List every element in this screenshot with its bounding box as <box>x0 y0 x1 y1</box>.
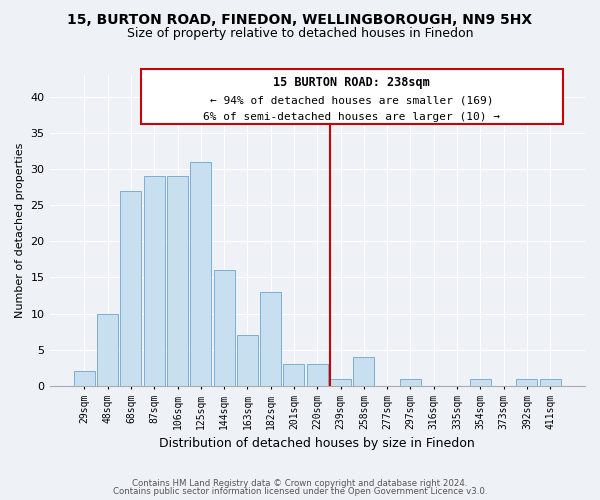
Bar <box>121 190 142 386</box>
Bar <box>283 364 304 386</box>
Bar <box>167 176 188 386</box>
Bar <box>539 378 560 386</box>
Text: Contains public sector information licensed under the Open Government Licence v3: Contains public sector information licen… <box>113 487 487 496</box>
X-axis label: Distribution of detached houses by size in Finedon: Distribution of detached houses by size … <box>160 437 475 450</box>
Text: ← 94% of detached houses are smaller (169): ← 94% of detached houses are smaller (16… <box>210 96 493 106</box>
Text: 15 BURTON ROAD: 238sqm: 15 BURTON ROAD: 238sqm <box>274 76 430 90</box>
Bar <box>260 292 281 386</box>
Bar <box>214 270 235 386</box>
Bar <box>97 314 118 386</box>
Bar <box>237 335 258 386</box>
Text: Contains HM Land Registry data © Crown copyright and database right 2024.: Contains HM Land Registry data © Crown c… <box>132 478 468 488</box>
Y-axis label: Number of detached properties: Number of detached properties <box>15 142 25 318</box>
Bar <box>517 378 538 386</box>
Bar <box>470 378 491 386</box>
Bar <box>330 378 351 386</box>
Text: 6% of semi-detached houses are larger (10) →: 6% of semi-detached houses are larger (1… <box>203 112 500 122</box>
Bar <box>190 162 211 386</box>
Text: 15, BURTON ROAD, FINEDON, WELLINGBOROUGH, NN9 5HX: 15, BURTON ROAD, FINEDON, WELLINGBOROUGH… <box>67 12 533 26</box>
Bar <box>353 357 374 386</box>
Bar <box>74 372 95 386</box>
Text: Size of property relative to detached houses in Finedon: Size of property relative to detached ho… <box>127 28 473 40</box>
Bar <box>144 176 165 386</box>
Bar <box>307 364 328 386</box>
Bar <box>400 378 421 386</box>
